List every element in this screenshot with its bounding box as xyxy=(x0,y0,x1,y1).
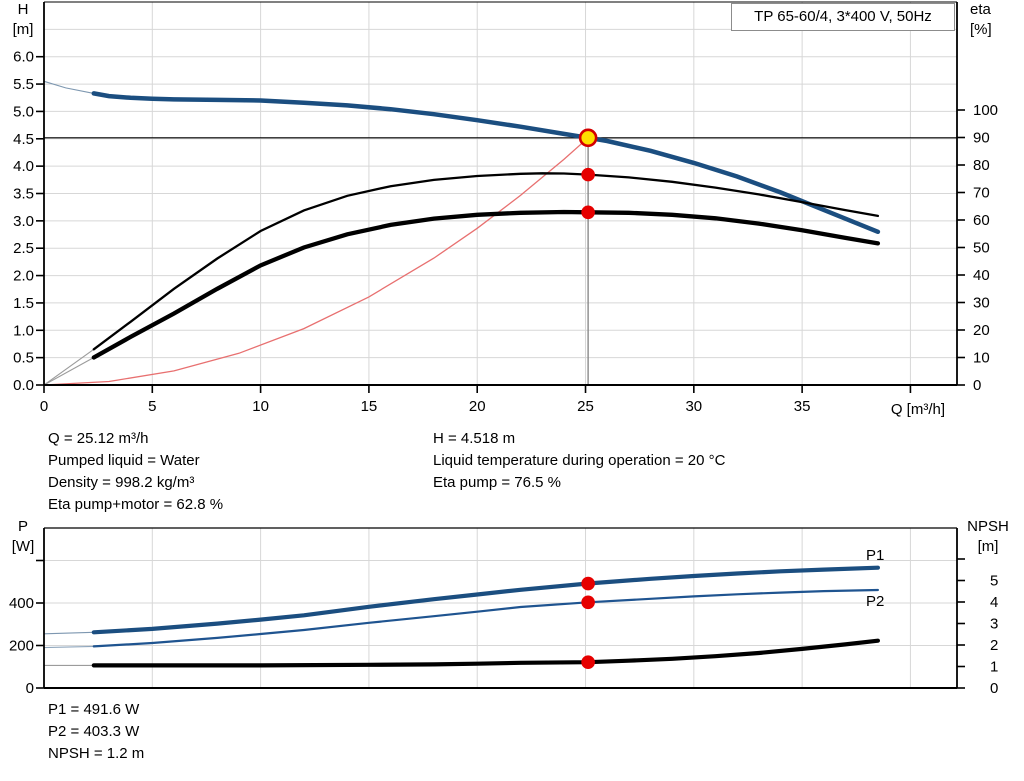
p-axis-title-line1: P xyxy=(17,518,28,535)
h-tick-label: 5.0 xyxy=(13,103,34,120)
h-tick-label: 4.0 xyxy=(13,158,34,175)
bottom-chart: 0 200 400 0 1 2 3 4 5 P1 P2 xyxy=(9,527,998,697)
npsh-tick-label: 4 xyxy=(990,594,998,611)
duty-dot-eta-pump-motor xyxy=(581,205,595,220)
eta-tick-label: 10 xyxy=(973,350,990,367)
q-tick-label: 20 xyxy=(469,398,486,415)
eta-pump-curve-extension xyxy=(43,348,95,386)
eta-tick-label: 30 xyxy=(973,295,990,312)
h-tick-label: 4.5 xyxy=(13,131,34,148)
npsh-curve xyxy=(91,638,880,668)
annotation-head: H = 4.518 m xyxy=(433,430,516,447)
eta-tick-label: 40 xyxy=(973,267,990,284)
eta-tick-label: 60 xyxy=(973,212,990,229)
h-tick-label: 3.5 xyxy=(13,186,34,203)
eta-axis-title-line1: eta xyxy=(970,1,991,18)
npsh-axis-title-line2: [m] xyxy=(977,538,999,555)
npsh-tick-label: 3 xyxy=(990,616,998,633)
npsh-axis-title: NPSH [m] xyxy=(958,517,1018,557)
p1-curve-extension xyxy=(43,631,94,635)
eta-pump-motor-curve-extension xyxy=(43,357,95,386)
h-tick-label: 2.5 xyxy=(13,240,34,257)
duty-annotation-left: Q = 25.12 m³/h Pumped liquid = Water Den… xyxy=(48,428,223,516)
annotation-npsh: NPSH = 1.2 m xyxy=(48,745,145,762)
p-tick-label: 0 xyxy=(26,680,34,697)
head-curve-extension xyxy=(43,80,94,94)
p-axis-title: P [W] xyxy=(6,517,40,557)
p-tick-label: 200 xyxy=(9,638,34,655)
p2-curve-extension xyxy=(43,645,94,649)
h-tick-label: 5.5 xyxy=(13,76,34,93)
q-tick-label: 30 xyxy=(685,398,702,415)
eta-axis-title: eta [%] xyxy=(970,0,1016,40)
eta-tick-label: 80 xyxy=(973,157,990,174)
power-annotation: P1 = 491.6 W P2 = 403.3 W NPSH = 1.2 m xyxy=(48,699,144,765)
p-axis-title-line2: [W] xyxy=(11,538,35,555)
annotation-eta-pump-motor: Eta pump+motor = 62.8 % xyxy=(48,496,224,513)
eta-tick-label: 50 xyxy=(973,240,990,257)
q-tick-label: 35 xyxy=(794,398,811,415)
duty-dot-npsh xyxy=(581,655,595,669)
npsh-tick-label: 1 xyxy=(990,659,998,676)
q-tick-label: 15 xyxy=(361,398,378,415)
q-axis-title: Q [m³/h] xyxy=(890,401,945,418)
annotation-p1: P1 = 491.6 W xyxy=(48,701,140,718)
p2-series-label: P2 xyxy=(866,593,884,610)
p2-curve xyxy=(92,588,879,648)
annotation-flow: Q = 25.12 m³/h xyxy=(48,430,149,447)
h-tick-label: 6.0 xyxy=(13,49,34,66)
eta-tick-label: 0 xyxy=(973,377,981,394)
annotation-liquid-temperature: Liquid temperature during operation = 20… xyxy=(433,452,726,469)
system-curve-curve xyxy=(43,137,589,386)
top-chart: 0.0 0.5 1.0 1.5 2.0 2.5 3.0 3.5 4.0 4.5 5.0 5.5 6.0 0… xyxy=(13,1,998,415)
eta-tick-label: 90 xyxy=(973,130,990,147)
duty-dot-p1 xyxy=(581,576,595,591)
h-axis-title-line1: H xyxy=(17,1,29,18)
npsh-tick-label: 0 xyxy=(990,680,998,697)
eta-tick-label: 70 xyxy=(973,185,990,202)
head-curve xyxy=(91,91,881,235)
duty-annotation-right: H = 4.518 m Liquid temperature during op… xyxy=(433,428,725,494)
q-tick-label: 5 xyxy=(148,398,156,415)
p1-curve xyxy=(91,565,880,635)
q-tick-label: 10 xyxy=(252,398,269,415)
h-axis-title-line2: [m] xyxy=(12,21,34,38)
q-tick-label: 25 xyxy=(577,398,594,415)
eta-tick-label: 100 xyxy=(973,102,998,119)
duty-dot-eta-pump xyxy=(581,167,595,182)
eta-tick-label: 20 xyxy=(973,322,990,339)
annotation-pumped-liquid: Pumped liquid = Water xyxy=(48,452,200,469)
h-tick-label: 2.0 xyxy=(13,268,34,285)
annotation-eta-pump: Eta pump = 76.5 % xyxy=(433,474,561,491)
npsh-tick-label: 2 xyxy=(990,637,998,654)
duty-point[interactable] xyxy=(578,128,598,148)
p1-series-label: P1 xyxy=(866,547,884,564)
eta-axis-title-line2: [%] xyxy=(970,21,992,38)
duty-dot-p2 xyxy=(581,595,595,610)
h-tick-label: 3.0 xyxy=(13,213,34,230)
h-axis-title: H [m] xyxy=(6,0,40,40)
h-tick-label: 0.5 xyxy=(13,350,34,367)
annotation-density: Density = 998.2 kg/m³ xyxy=(48,474,195,491)
npsh-axis-title-line1: NPSH xyxy=(967,518,1009,535)
eta-pump-motor-curve xyxy=(91,209,881,360)
eta-pump-curve xyxy=(92,172,880,351)
annotation-p2: P2 = 403.3 W xyxy=(48,723,140,740)
q-tick-label: 0 xyxy=(40,398,48,415)
h-tick-label: 1.0 xyxy=(13,322,34,339)
h-tick-label: 1.5 xyxy=(13,295,34,312)
p-tick-label: 400 xyxy=(9,595,34,612)
h-tick-label: 0.0 xyxy=(13,377,34,394)
npsh-tick-label: 5 xyxy=(990,573,998,590)
pump-type-title-box: TP 65-60/4, 3*400 V, 50Hz xyxy=(731,3,955,31)
